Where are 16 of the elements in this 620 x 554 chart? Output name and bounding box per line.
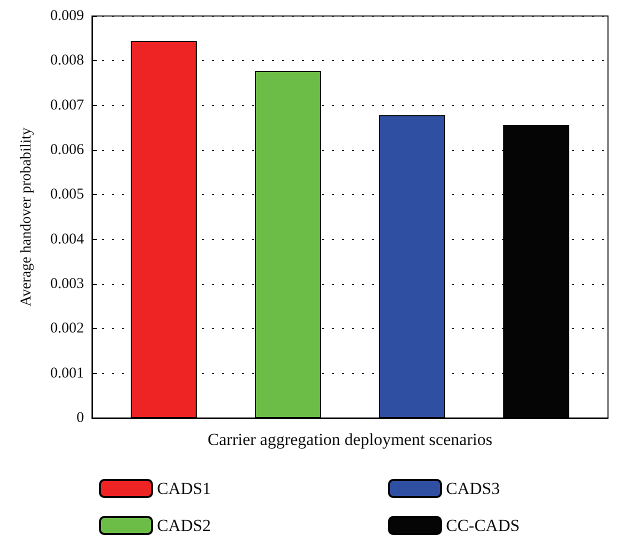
legend-label: CADS3 bbox=[446, 479, 500, 498]
y-tick-label: 0.009 bbox=[50, 8, 84, 24]
y-tick-label: 0.003 bbox=[50, 276, 84, 292]
legend-label: CADS2 bbox=[157, 516, 211, 535]
legend-label: CC-CADS bbox=[446, 516, 520, 535]
y-tick-label: 0 bbox=[76, 410, 84, 426]
y-tick-label: 0.002 bbox=[50, 320, 84, 337]
y-tick-label: 0.001 bbox=[50, 365, 84, 382]
y-tick-label: 0.006 bbox=[50, 142, 84, 158]
x-axis-title: Carrier aggregation deployment scenarios bbox=[208, 430, 492, 449]
legend-label: CADS1 bbox=[157, 479, 211, 498]
y-tick-label: 0.005 bbox=[50, 186, 84, 203]
y-axis-title: Average handover probability bbox=[18, 127, 34, 306]
y-tick-label: 0.004 bbox=[50, 231, 84, 248]
y-tick-label: 0.007 bbox=[50, 97, 84, 114]
y-tick-label: 0.008 bbox=[50, 52, 84, 69]
